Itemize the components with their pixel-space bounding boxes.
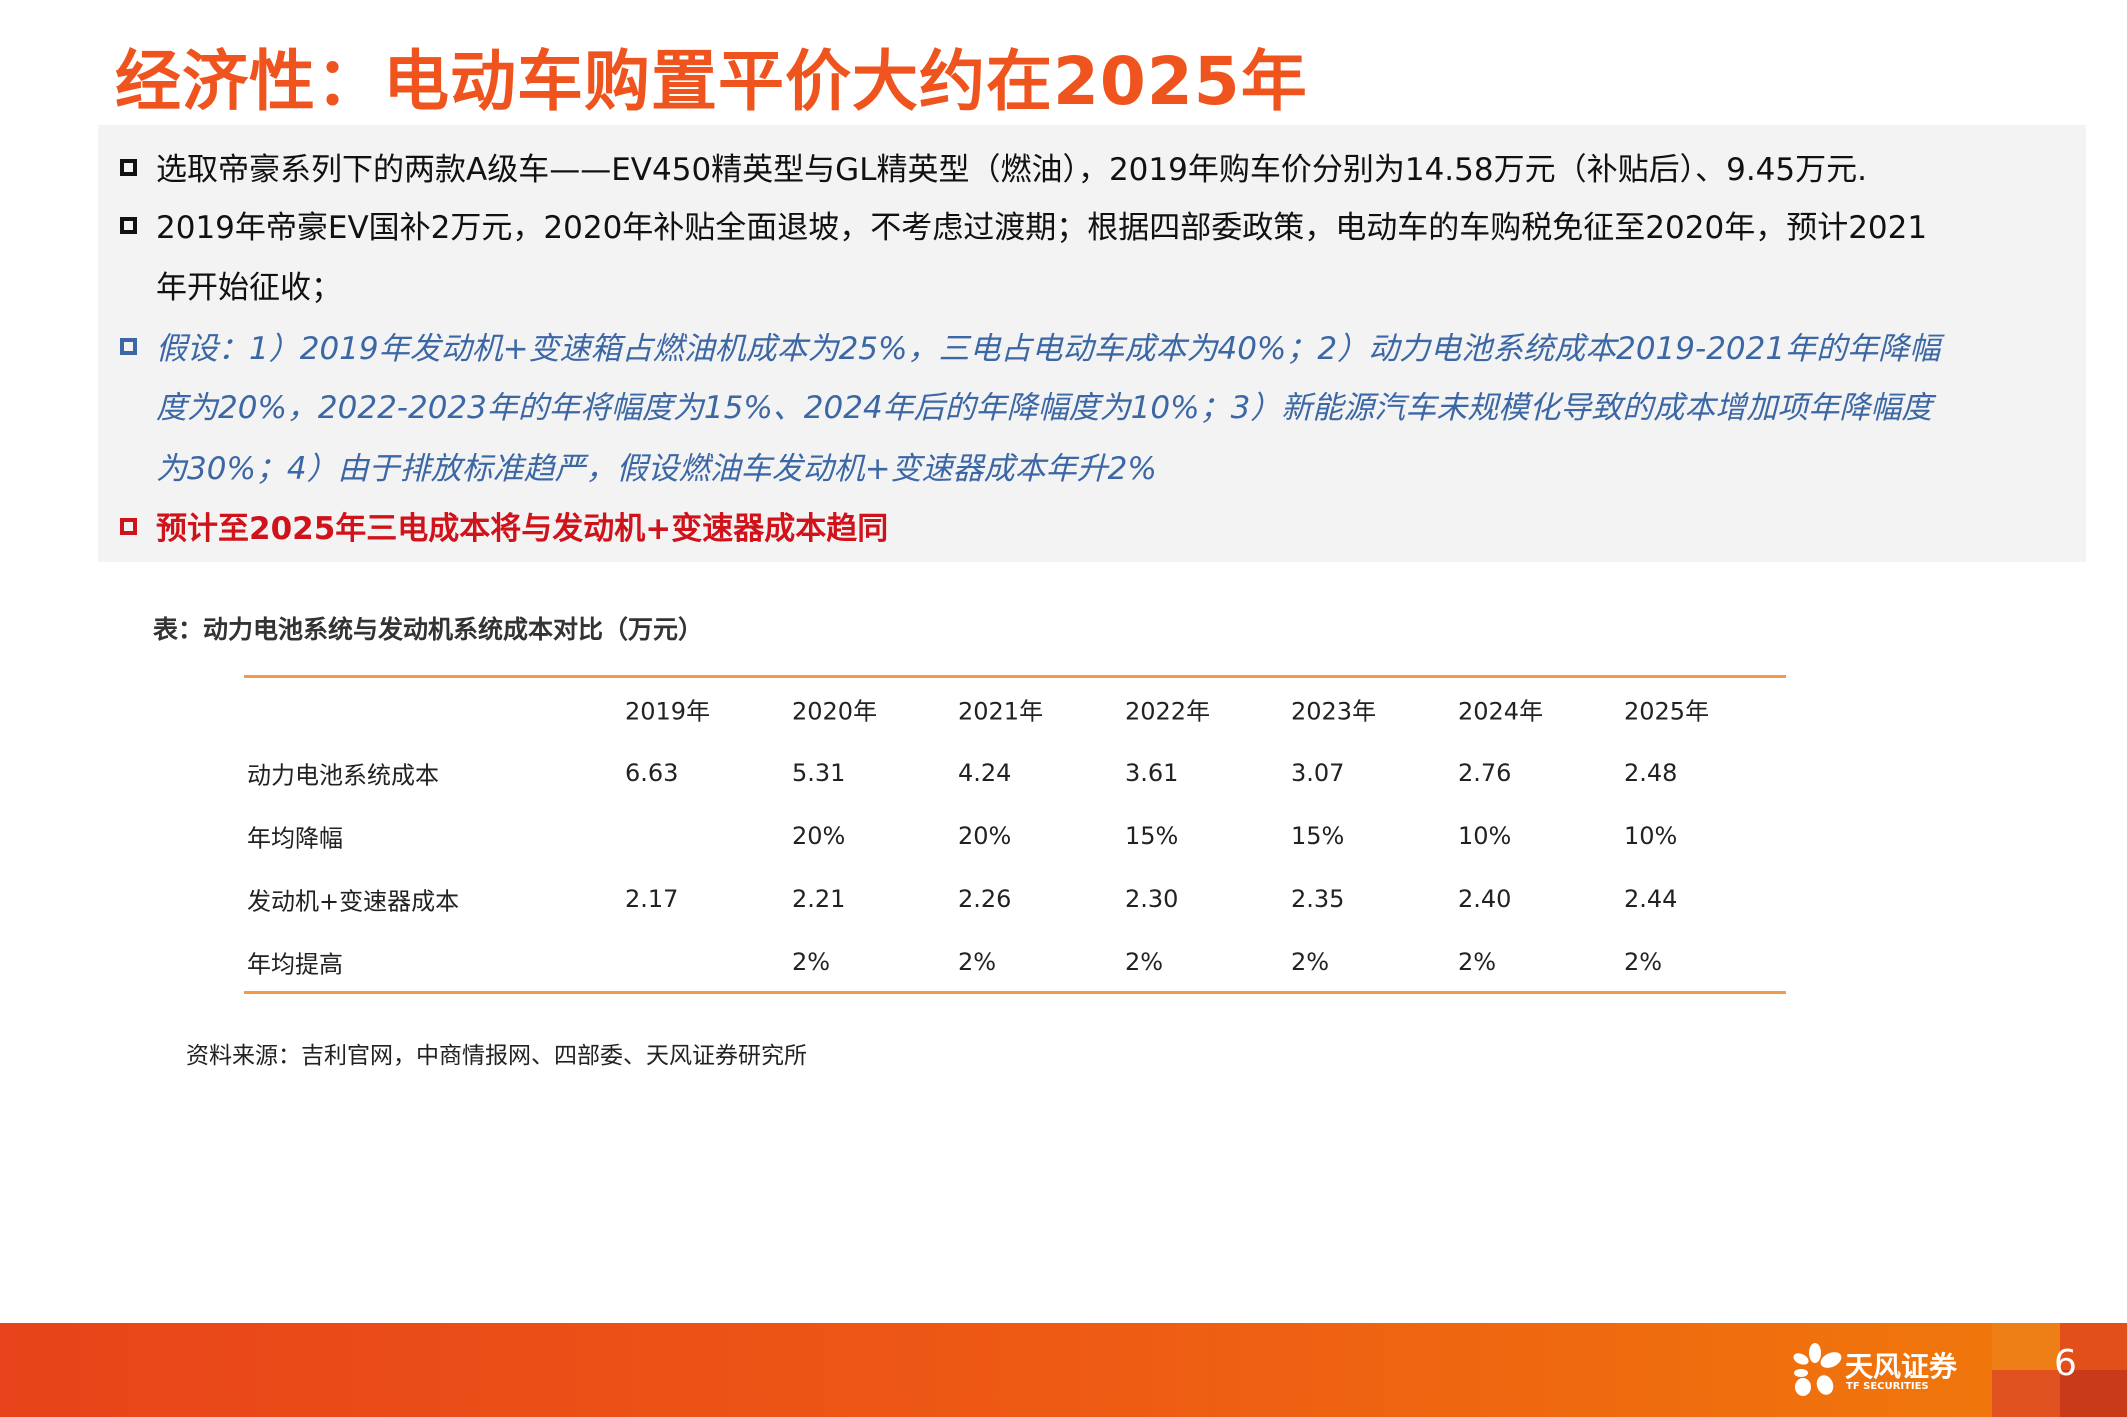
table-cell: 2% — [792, 948, 831, 976]
table-cell: 6.63 — [625, 759, 679, 787]
table-cell: 2.44 — [1624, 885, 1678, 913]
table-cell: 2.21 — [792, 885, 846, 913]
table-cell: 2.26 — [958, 885, 1012, 913]
page-title: 经济性：电动车购置平价大约在2025年 — [115, 43, 1308, 120]
table-cell: 3.61 — [1125, 759, 1179, 787]
table-cell: 4.24 — [958, 759, 1012, 787]
source-note: 资料来源：吉利官网，中商情报网、四部委、天风证券研究所 — [186, 1043, 807, 1069]
table-cell: 20% — [792, 822, 846, 850]
footer-band: 天风证券 TF SECURITIES 6 — [0, 1323, 2127, 1417]
table-cell: 10% — [1624, 822, 1678, 850]
square-bullet-icon — [120, 159, 137, 176]
table-cell: 2.76 — [1458, 759, 1512, 787]
square-bullet-icon — [120, 338, 137, 355]
row-label: 年均降幅 — [247, 824, 343, 853]
square-bullet-icon — [120, 217, 137, 234]
table-cell: 10% — [1458, 822, 1512, 850]
column-header: 2020年 — [792, 697, 878, 726]
table-cell: 2.40 — [1458, 885, 1512, 913]
column-header: 2023年 — [1291, 697, 1377, 726]
table-cell: 2% — [1125, 948, 1164, 976]
table-caption: 表：动力电池系统与发动机系统成本对比（万元） — [153, 615, 704, 644]
table-cell: 2.35 — [1291, 885, 1345, 913]
column-header: 2019年 — [625, 697, 711, 726]
table-top-rule — [244, 675, 1786, 678]
page-number: 6 — [2054, 1343, 2077, 1384]
table-cell: 5.31 — [792, 759, 846, 787]
column-header: 2024年 — [1458, 697, 1544, 726]
column-header: 2025年 — [1624, 697, 1710, 726]
flower-logo-icon — [1793, 1343, 1842, 1396]
tf-securities-logo: 天风证券 TF SECURITIES — [1793, 1343, 1963, 1403]
square-bullet-icon — [120, 518, 137, 535]
table-cell: 15% — [1125, 822, 1179, 850]
table-cell: 2.48 — [1624, 759, 1678, 787]
row-label: 发动机+变速器成本 — [247, 887, 460, 916]
decorative-tiles — [1992, 1323, 2127, 1417]
row-label: 动力电池系统成本 — [247, 761, 439, 790]
bullet-panel — [98, 125, 2086, 562]
column-header: 2022年 — [1125, 697, 1211, 726]
table-cell: 2% — [1624, 948, 1663, 976]
table-cell: 2.17 — [625, 885, 679, 913]
table-cell: 20% — [958, 822, 1012, 850]
table-cell: 2% — [1291, 948, 1330, 976]
row-label: 年均提高 — [247, 950, 343, 979]
table-cell: 2% — [1458, 948, 1497, 976]
table-cell: 2% — [958, 948, 997, 976]
table-bottom-rule — [244, 991, 1786, 994]
table-cell: 15% — [1291, 822, 1345, 850]
column-header: 2021年 — [958, 697, 1044, 726]
table-cell: 3.07 — [1291, 759, 1345, 787]
table-cell: 2.30 — [1125, 885, 1179, 913]
